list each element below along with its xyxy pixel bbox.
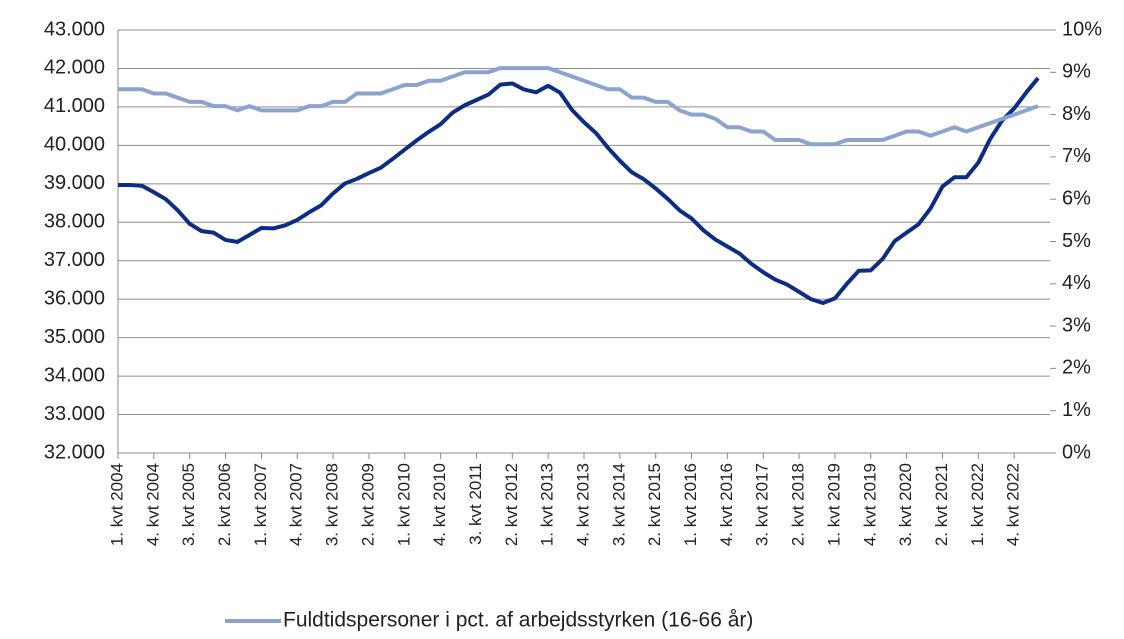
y-tick-label: 35.000 [44,326,105,348]
y2-tick-label: 2% [1062,357,1091,379]
y-tick-label: 42.000 [44,57,105,79]
y2-tick-label: 9% [1062,61,1091,83]
x-tick-label: 4. kvt 2019 [860,463,879,546]
y-tick-label: 40.000 [44,134,105,156]
y-tick-label: 43.000 [44,18,105,40]
series-line [118,76,1040,306]
y-tick-label: 38.000 [44,211,105,233]
x-tick-label: 1. kvt 2013 [538,463,557,546]
x-tick-label: 3. kvt 2014 [609,463,628,546]
y2-tick-label: 1% [1062,399,1091,421]
x-tick-label: 2. kvt 2018 [789,463,808,546]
x-tick-label: 1. kvt 2004 [107,463,126,546]
x-tick-label: 2. kvt 2009 [358,463,377,546]
x-tick-label: 3. kvt 2008 [323,463,342,546]
legend-label: Fuldtidspersoner i pct. af arbejdsstyrke… [283,609,753,632]
x-tick-label: 2. kvt 2006 [215,463,234,546]
y2-tick-label: 0% [1062,441,1091,463]
y-tick-label: 34.000 [44,364,105,386]
y-tick-label: 33.000 [44,403,105,425]
x-tick-label: 4. kvt 2010 [430,463,449,546]
x-tick-label: 1. kvt 2016 [681,463,700,546]
x-tick-label: 2. kvt 2021 [932,463,951,546]
y2-tick-label: 6% [1062,187,1091,209]
x-tick-label: 2. kvt 2015 [645,463,664,546]
x-tick-label: 1. kvt 2010 [394,463,413,546]
x-tick-label: 1. kvt 2019 [824,463,843,546]
y2-tick-label: 3% [1062,314,1091,336]
x-tick-label: 1. kvt 2022 [968,463,987,546]
x-tick-label: 3. kvt 2005 [179,463,198,546]
x-tick-label: 3. kvt 2017 [753,463,772,546]
y-tick-label: 39.000 [44,172,105,194]
x-tick-label: 4. kvt 2022 [1004,463,1023,546]
x-tick-label: 4. kvt 2004 [143,463,162,546]
x-tick-label: 4. kvt 2007 [287,463,306,546]
y-tick-label: 41.000 [44,95,105,117]
y2-tick-label: 5% [1062,230,1091,252]
x-tick-label: 4. kvt 2013 [573,463,592,546]
y-tick-label: 36.000 [44,287,105,309]
y2-tick-label: 4% [1062,272,1091,294]
x-tick-label: 1. kvt 2007 [251,463,270,546]
x-tick-label: 3. kvt 2011 [466,463,485,545]
x-tick-label: 4. kvt 2016 [717,463,736,546]
y-tick-label: 37.000 [44,249,105,271]
y2-tick-label: 10% [1062,18,1102,40]
y-tick-label: 32.000 [44,441,105,463]
x-tick-label: 3. kvt 2020 [896,463,915,546]
series-line [118,66,1039,147]
y2-tick-label: 7% [1062,145,1091,167]
x-tick-label: 2. kvt 2012 [502,463,521,546]
y2-tick-label: 8% [1062,103,1091,125]
